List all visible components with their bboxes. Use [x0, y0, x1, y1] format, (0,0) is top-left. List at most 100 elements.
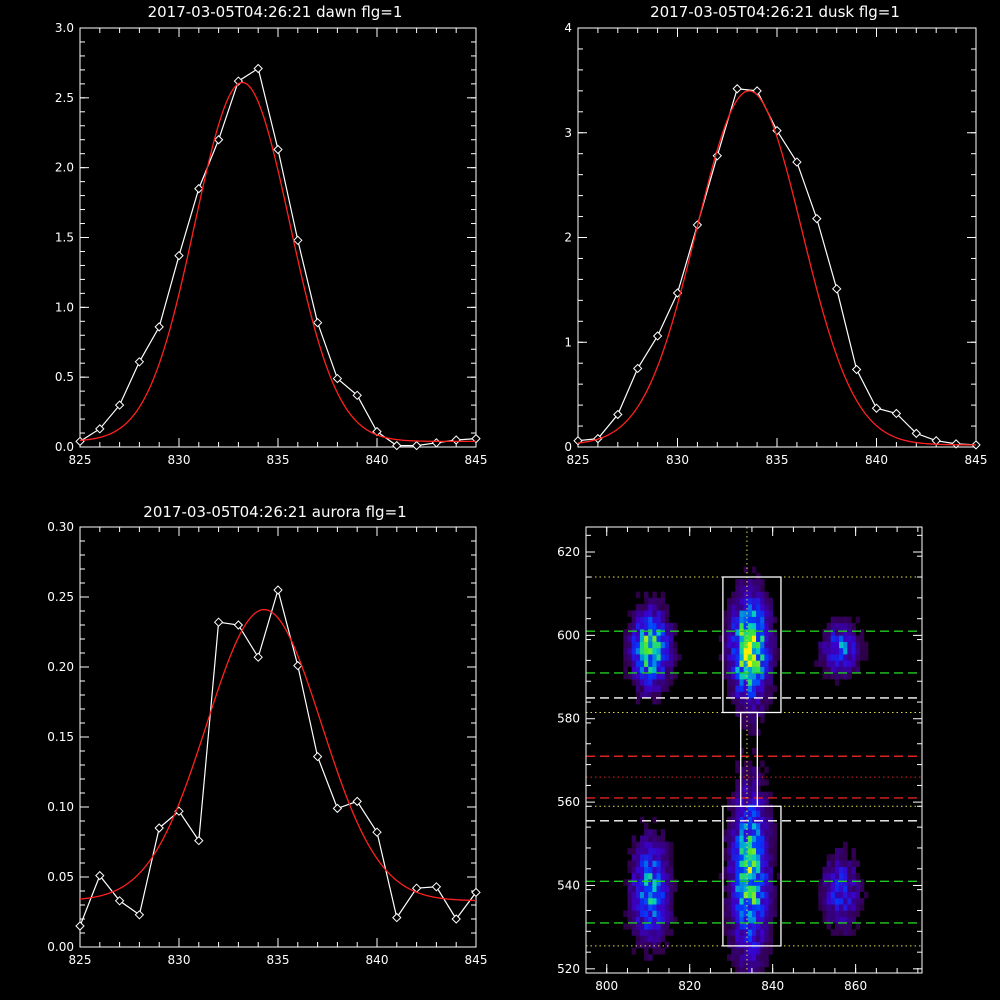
heatmap-cell	[847, 904, 852, 911]
heatmap-cell	[727, 679, 732, 686]
heatmap-cell	[751, 679, 757, 686]
heatmap-cell	[843, 866, 848, 874]
heatmap-cell	[727, 660, 732, 667]
heatmap-cell	[639, 629, 645, 636]
heatmap-cell	[764, 841, 769, 849]
heatmap-cell	[735, 691, 740, 699]
heatmap-cell	[735, 610, 740, 617]
heatmap-cell	[847, 897, 852, 905]
heatmap-cell	[743, 647, 749, 655]
heatmap-cell	[735, 829, 740, 836]
y-tick-label: 0.0	[55, 440, 74, 454]
heatmap-cell	[855, 647, 861, 655]
x-tick-label: 835	[766, 453, 789, 467]
heatmap-cell	[851, 660, 856, 667]
heatmap-cell	[826, 904, 832, 911]
heatmap-cell	[743, 616, 749, 624]
heatmap-cell	[731, 897, 736, 905]
heatmap-cell	[727, 835, 732, 842]
heatmap-cell	[826, 885, 832, 893]
heatmap-cell	[727, 879, 732, 886]
heatmap-cell	[772, 847, 778, 855]
heatmap-cell	[660, 935, 666, 943]
heatmap-cell	[847, 885, 852, 893]
heatmap-cell	[756, 954, 761, 961]
heatmap-cell	[731, 847, 736, 855]
heatmap-cell	[760, 772, 765, 780]
heatmap-cell	[760, 822, 765, 830]
heatmap-cell	[756, 966, 761, 974]
heatmap-cell	[731, 672, 736, 680]
heatmap-cell	[859, 904, 865, 911]
heatmap-cell	[743, 916, 749, 924]
heatmap-cell	[731, 622, 736, 630]
heatmap-cell	[664, 654, 670, 661]
heatmap-cell	[631, 872, 637, 880]
heatmap-cell	[743, 885, 749, 893]
heatmap-cell	[826, 654, 832, 661]
heatmap-cell	[727, 635, 732, 642]
heatmap-cell	[727, 897, 732, 905]
heatmap-cell	[639, 654, 645, 661]
heatmap-cell	[847, 629, 852, 636]
heatmap-cell	[843, 879, 848, 886]
heatmap-cell	[834, 904, 840, 911]
heatmap-cell	[747, 597, 753, 605]
heatmap-cell	[652, 654, 657, 661]
heatmap-cell	[648, 691, 653, 699]
data-point	[174, 250, 184, 261]
heatmap-cell	[747, 854, 753, 861]
heatmap-cell	[751, 804, 757, 811]
data-point	[871, 403, 882, 413]
heatmap-cell	[814, 660, 819, 667]
heatmap-cell	[639, 622, 645, 630]
heatmap-cell	[660, 597, 666, 605]
heatmap-cell	[760, 622, 765, 630]
heatmap-cell	[826, 854, 832, 861]
heatmap-cell	[751, 566, 757, 574]
heatmap-cell	[731, 866, 736, 874]
heatmap-cell	[747, 897, 753, 905]
heatmap-cell	[735, 879, 740, 886]
heatmap-cell	[747, 660, 753, 667]
heatmap-cell	[747, 885, 753, 893]
heatmap-cell	[731, 829, 736, 836]
heatmap-cell	[664, 910, 670, 918]
heatmap-cell	[639, 904, 645, 911]
heatmap-cell	[847, 666, 852, 674]
heatmap-cell	[635, 897, 641, 905]
heatmap-cell	[760, 604, 765, 611]
heatmap-cell	[834, 916, 840, 924]
heatmap-cell	[751, 879, 757, 886]
heatmap-cell	[764, 622, 769, 630]
heatmap-cell	[668, 866, 674, 874]
heatmap-cell	[627, 910, 632, 918]
heatmap-cell	[656, 922, 661, 930]
heatmap-cell	[644, 616, 649, 624]
heatmap-cell	[652, 841, 657, 849]
heatmap-cell	[751, 935, 757, 943]
heatmap-cell	[772, 685, 778, 692]
heatmap-cell	[764, 604, 769, 611]
heatmap-cell	[656, 947, 661, 955]
heatmap-cell	[673, 660, 678, 667]
heatmap-cell	[768, 897, 773, 905]
heatmap-cell	[739, 610, 744, 617]
heatmap-cell	[656, 941, 661, 949]
heatmap-cell	[664, 666, 670, 674]
heatmap-cell	[855, 910, 861, 918]
heatmap-cell	[851, 847, 856, 855]
heatmap-cell	[739, 685, 744, 692]
heatmap-cell	[635, 591, 641, 599]
heatmap-cell	[635, 679, 641, 686]
heatmap-cell	[764, 947, 769, 955]
data-point	[891, 408, 902, 419]
heatmap-cell	[635, 847, 641, 855]
heatmap-cell	[727, 654, 732, 661]
heatmap-cell	[847, 929, 852, 936]
heatmap-cell	[668, 641, 674, 649]
heatmap-cell	[652, 829, 657, 836]
heatmap-cell	[768, 616, 773, 624]
heatmap-cell	[735, 785, 740, 792]
heatmap-cell	[751, 710, 757, 717]
